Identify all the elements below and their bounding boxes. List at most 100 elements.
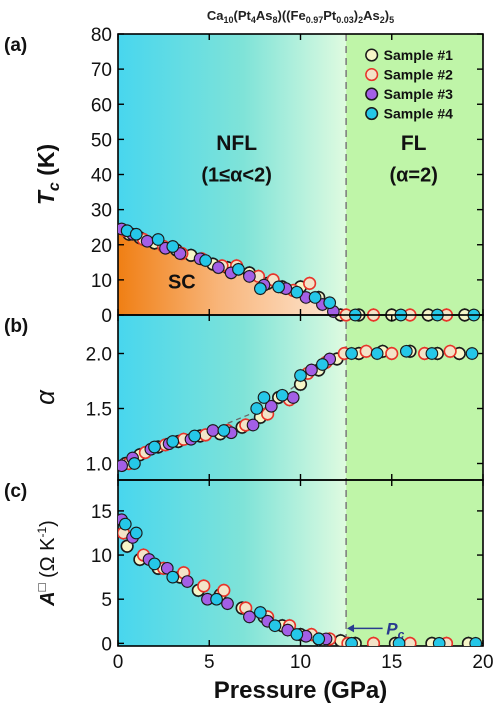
data-point bbox=[264, 399, 278, 413]
title-subscript: 8 bbox=[273, 15, 278, 25]
pc-label-symbol: P bbox=[386, 619, 398, 638]
data-point bbox=[294, 369, 307, 382]
data-point bbox=[129, 526, 143, 540]
data-point bbox=[385, 346, 399, 361]
y-axis-label-superscript: □ bbox=[34, 583, 49, 591]
data-point bbox=[210, 592, 223, 606]
title-text: Pt bbox=[323, 8, 337, 23]
y-tick-label: 70 bbox=[91, 60, 112, 81]
data-point bbox=[345, 637, 358, 646]
legend: Sample #1 Sample #2 Sample #3 Sample #4 bbox=[365, 47, 453, 122]
data-points bbox=[118, 512, 483, 646]
data-point bbox=[366, 636, 381, 646]
data-point bbox=[197, 579, 211, 593]
data-point bbox=[268, 619, 282, 633]
y-axis-label-unit-superscript: -1 bbox=[35, 526, 49, 537]
y-axis-label-subscript: c bbox=[46, 182, 63, 191]
pc-label: Pc bbox=[386, 619, 404, 641]
data-point bbox=[199, 254, 212, 267]
data-point bbox=[140, 234, 154, 248]
data-points bbox=[118, 344, 479, 473]
x-tick-label: 5 bbox=[204, 652, 215, 673]
data-point bbox=[148, 557, 161, 571]
panel-b: 1.0 1.5 2.0 (b) α bbox=[4, 314, 484, 481]
data-point bbox=[443, 344, 457, 358]
y-axis-label-symbol: α bbox=[30, 389, 60, 405]
data-point bbox=[166, 570, 180, 584]
data-point bbox=[290, 285, 304, 299]
nfl-region-background bbox=[118, 34, 347, 646]
title-text: ) bbox=[385, 8, 389, 23]
data-point bbox=[323, 296, 337, 310]
x-tick-label: 15 bbox=[381, 652, 402, 673]
y-axis-label-symbol: T bbox=[33, 189, 59, 205]
data-point bbox=[129, 227, 143, 241]
title-subscript: 4 bbox=[251, 15, 256, 25]
data-point bbox=[286, 391, 300, 404]
y-tick-label: 0 bbox=[101, 306, 112, 327]
data-point bbox=[151, 233, 165, 246]
title-text: (Pt bbox=[234, 8, 252, 23]
y-tick-label: 2.0 bbox=[86, 345, 112, 366]
data-point bbox=[290, 628, 304, 641]
y-axis-label-symbol: A bbox=[37, 591, 59, 606]
data-point bbox=[118, 517, 132, 531]
sc-region-label: SC bbox=[168, 272, 196, 294]
title-subscript: 10 bbox=[224, 15, 234, 25]
data-point bbox=[246, 418, 260, 432]
legend-marker bbox=[365, 68, 379, 82]
pc-arrow-head bbox=[347, 624, 355, 633]
data-point bbox=[308, 291, 322, 304]
y-axis-label: α bbox=[30, 389, 60, 405]
data-point bbox=[425, 347, 439, 360]
title-text: )((Fe bbox=[278, 8, 306, 23]
y-tick-label: 40 bbox=[91, 166, 112, 187]
title-subscript: 0.97 bbox=[306, 15, 324, 25]
data-point bbox=[257, 391, 271, 404]
figure-title: Ca10(Pt4As8)((Fe0.97Pt0.03)2As2)5 bbox=[207, 8, 394, 25]
title-text: ) bbox=[354, 8, 358, 23]
data-point bbox=[465, 347, 479, 360]
data-point bbox=[181, 575, 194, 588]
data-point bbox=[254, 282, 267, 296]
data-point bbox=[232, 262, 245, 276]
title-text: Ca bbox=[207, 8, 224, 23]
panel-label: (c) bbox=[4, 481, 27, 502]
data-point bbox=[243, 270, 256, 283]
legend-marker bbox=[365, 107, 379, 121]
y-axis-label: Tc (K) bbox=[33, 144, 63, 205]
data-point bbox=[370, 347, 384, 360]
legend-label: Sample #4 bbox=[384, 106, 453, 122]
data-point bbox=[303, 276, 317, 290]
y-tick-label: 1.0 bbox=[86, 455, 112, 476]
data-point bbox=[400, 344, 413, 358]
legend-label: Sample #1 bbox=[384, 47, 453, 63]
data-point bbox=[275, 388, 289, 402]
legend-marker bbox=[365, 48, 379, 62]
x-tick-label: 0 bbox=[113, 652, 124, 673]
data-point bbox=[217, 424, 231, 437]
title-text: As bbox=[363, 8, 380, 23]
y-tick-label: 20 bbox=[91, 236, 112, 257]
data-point bbox=[118, 459, 128, 473]
data-point bbox=[403, 636, 417, 646]
panel-label: (a) bbox=[4, 35, 27, 56]
y-tick-label: 1.5 bbox=[86, 400, 112, 421]
data-point bbox=[212, 261, 225, 274]
data-point bbox=[206, 424, 220, 437]
y-axis-label-close: ) bbox=[37, 520, 59, 527]
title-subscript: 2 bbox=[358, 15, 363, 25]
panel-c: 0 5 10 15 (c) A□ (Ω K-1) bbox=[4, 479, 484, 655]
x-axis-label: Pressure (GPa) bbox=[214, 677, 387, 704]
pc-label-subscript: c bbox=[398, 627, 405, 641]
title-subscript: 0.03 bbox=[336, 15, 354, 25]
nfl-alpha-range-label: (1≤α<2) bbox=[201, 165, 272, 187]
y-tick-label: 15 bbox=[91, 502, 112, 523]
data-point bbox=[148, 440, 161, 454]
y-axis-label-unit: (K) bbox=[33, 144, 59, 182]
y-tick-label: 50 bbox=[91, 130, 112, 151]
title-text: As bbox=[256, 8, 273, 23]
data-point bbox=[469, 637, 483, 646]
y-axis-label: A□ (Ω K-1) bbox=[34, 520, 59, 607]
y-axis-label-unit: (Ω K bbox=[37, 537, 59, 584]
